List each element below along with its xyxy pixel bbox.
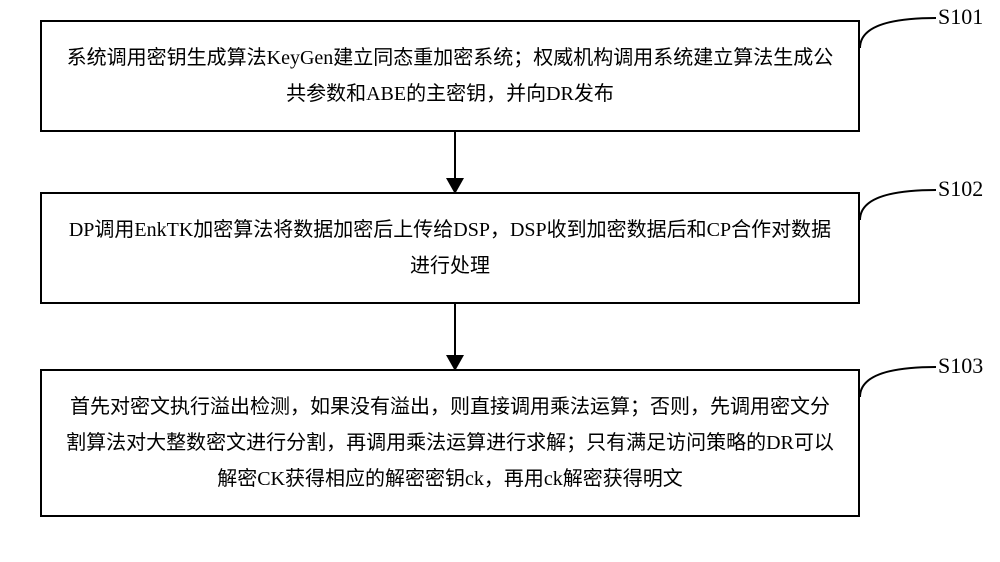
arrow-2 (454, 304, 456, 369)
step-3-container: 首先对密文执行溢出检测，如果没有溢出，则直接调用乘法运算；否则，先调用密文分割算… (40, 369, 960, 517)
step-3-box: 首先对密文执行溢出检测，如果没有溢出，则直接调用乘法运算；否则，先调用密文分割算… (40, 369, 860, 517)
step-3-text: 首先对密文执行溢出检测，如果没有溢出，则直接调用乘法运算；否则，先调用密文分割算… (66, 389, 834, 497)
step-2-box: DP调用EnkTK加密算法将数据加密后上传给DSP，DSP收到加密数据后和CP合… (40, 192, 860, 304)
step-2-text: DP调用EnkTK加密算法将数据加密后上传给DSP，DSP收到加密数据后和CP合… (66, 212, 834, 284)
step-3-label: S103 (938, 353, 983, 379)
step-1-label: S101 (938, 4, 983, 30)
step-1-text: 系统调用密钥生成算法KeyGen建立同态重加密系统；权威机构调用系统建立算法生成… (66, 40, 834, 112)
arrow-2-container (90, 304, 910, 369)
step-2-container: DP调用EnkTK加密算法将数据加密后上传给DSP，DSP收到加密数据后和CP合… (40, 192, 960, 304)
step-2-label: S102 (938, 176, 983, 202)
arrow-1-container (90, 132, 910, 192)
arrow-1 (454, 132, 456, 192)
flowchart-container: 系统调用密钥生成算法KeyGen建立同态重加密系统；权威机构调用系统建立算法生成… (40, 20, 960, 517)
step-1-container: 系统调用密钥生成算法KeyGen建立同态重加密系统；权威机构调用系统建立算法生成… (40, 20, 960, 132)
step-1-box: 系统调用密钥生成算法KeyGen建立同态重加密系统；权威机构调用系统建立算法生成… (40, 20, 860, 132)
step-1-curve (856, 12, 946, 52)
